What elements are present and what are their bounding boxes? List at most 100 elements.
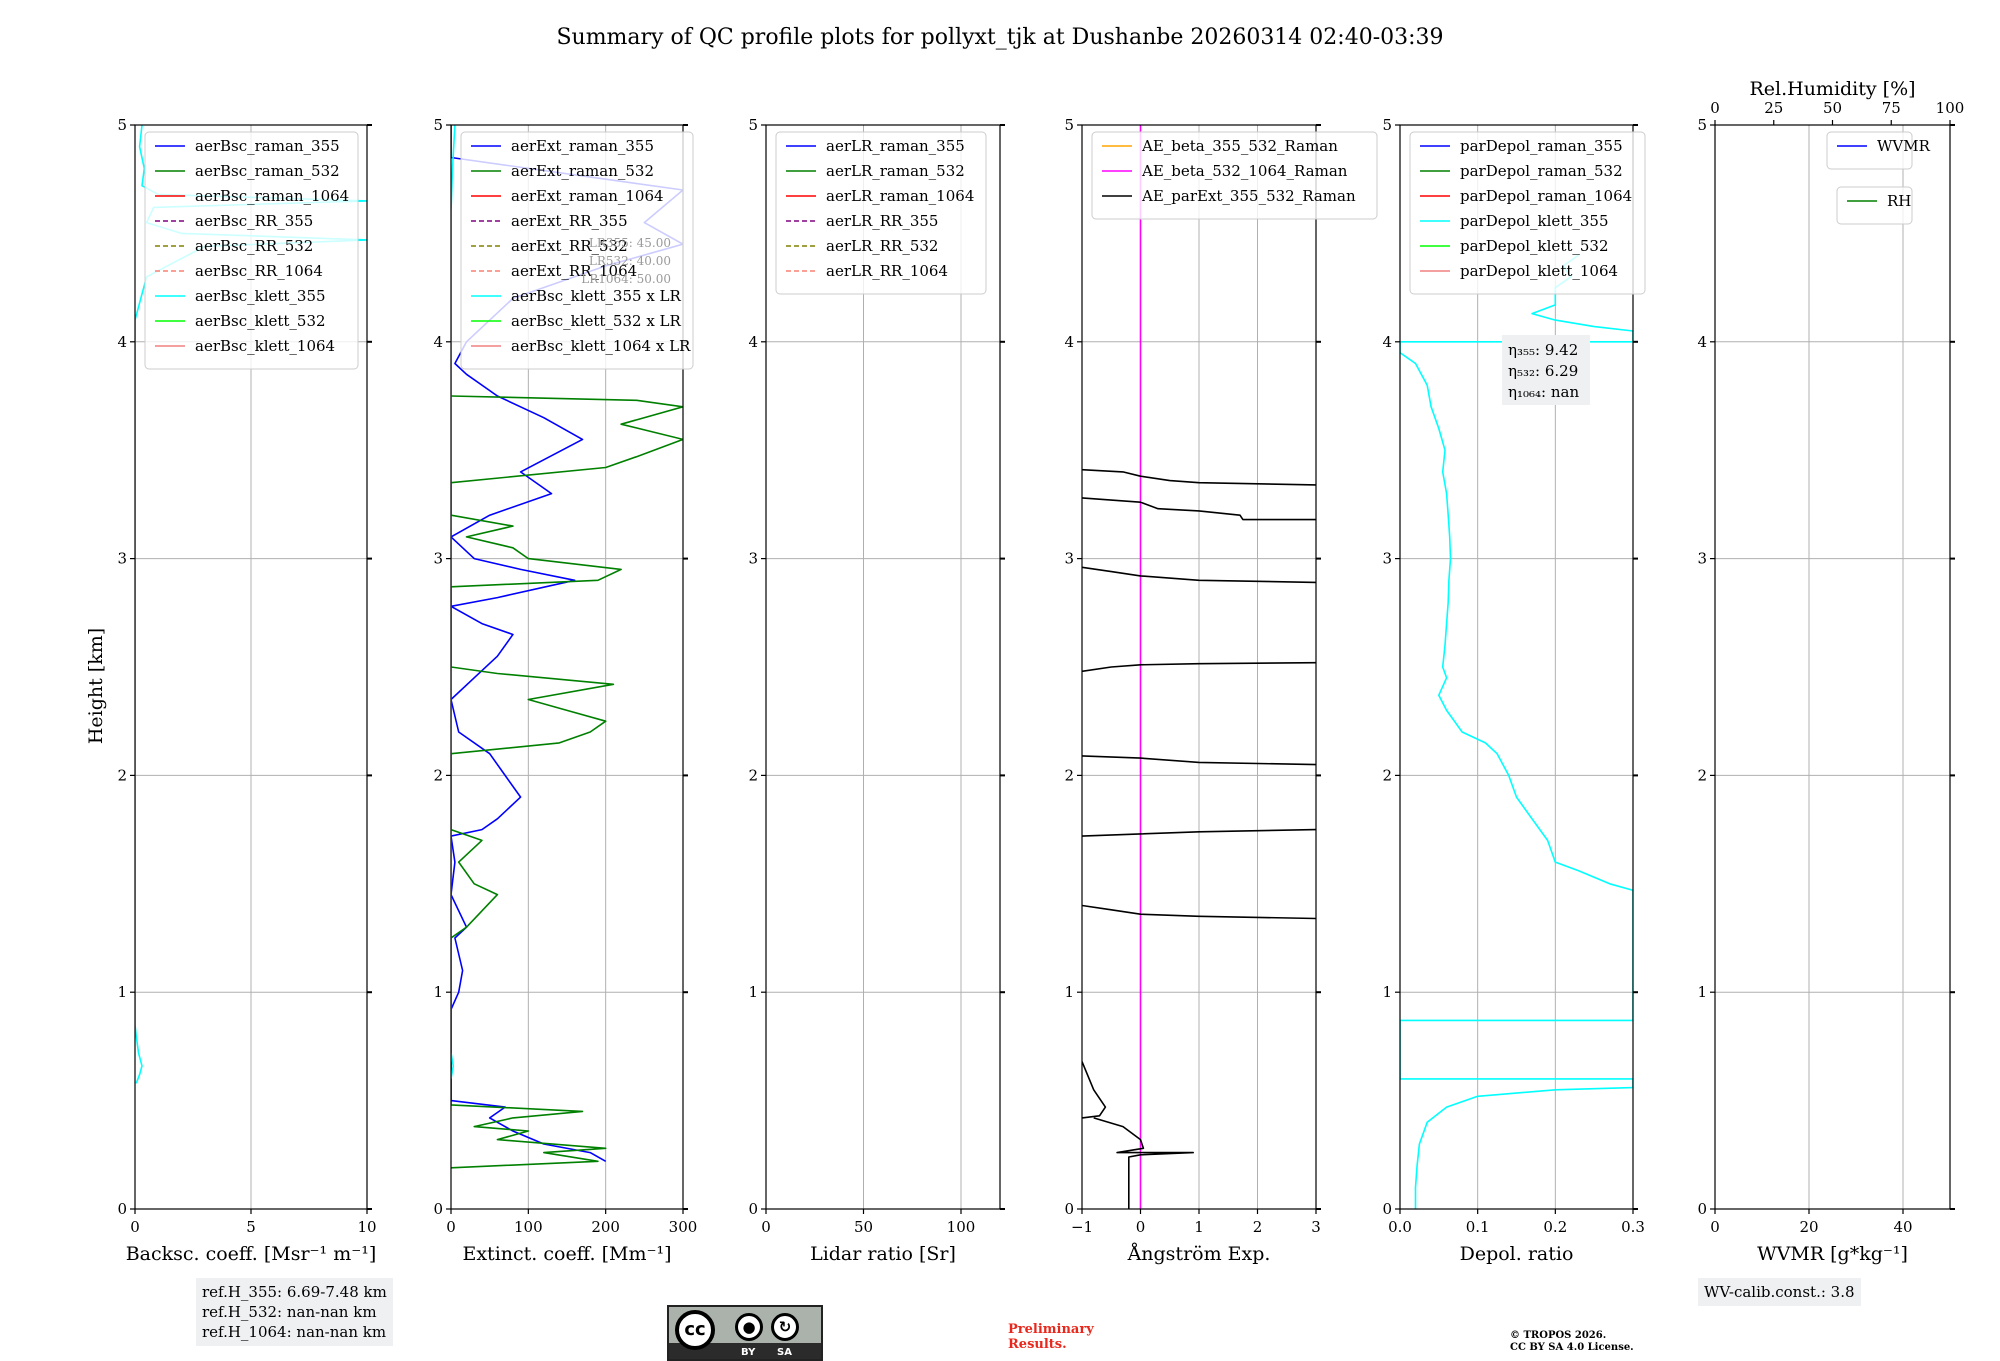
legend-dep: parDepol_raman_355 parDepol_raman_532 parD…	[1409, 131, 1646, 295]
y-tick-label: 5	[748, 116, 758, 134]
y-tick-label: 4	[748, 333, 758, 351]
attribution-person-icon: ●	[735, 1313, 763, 1341]
y-tick-label: 4	[433, 333, 443, 351]
x-tick-label: 0	[446, 1218, 456, 1236]
series-line-aerext-raman-532	[451, 395, 683, 1169]
top-x-tick-label: 0	[1710, 99, 1720, 117]
legend-label: aerLR_RR_1064	[826, 262, 948, 280]
legend-label: aerBsc_klett_355	[195, 287, 326, 305]
x-tick-label: 0	[761, 1218, 771, 1236]
y-tick-label: 0	[117, 1200, 127, 1218]
y-tick-label: 1	[1064, 983, 1074, 1001]
y-tick-label: 1	[748, 983, 758, 1001]
x-tick-label: 5	[246, 1218, 256, 1236]
legend-label: aerExt_RR_1064	[511, 262, 637, 280]
lidar-ratio-label: LR355: 45.00	[589, 236, 671, 250]
series-line-ae-parext-355-532-raman-c	[1082, 904, 1316, 920]
y-tick-label: 3	[1064, 550, 1074, 568]
legend-label: parDepol_klett_355	[1460, 212, 1609, 230]
x-axis-label: Depol. ratio	[1460, 1243, 1574, 1265]
lidar-ratio-label: LR1064: 50.00	[581, 272, 671, 286]
x-tick-label: 1	[1194, 1218, 1204, 1236]
axes-frame	[765, 124, 1001, 1210]
legend-label: aerLR_raman_1064	[826, 187, 974, 205]
wv-calibration-box: WV-calib.const.: 3.8	[1698, 1278, 1861, 1306]
legend-label: aerBsc_RR_532	[195, 237, 313, 255]
y-tick-label: 5	[1382, 116, 1392, 134]
series-line-ae-parext-355-532-raman-g	[1082, 566, 1316, 584]
y-tick-label: 2	[1697, 766, 1707, 784]
legend-label: aerLR_RR_355	[826, 212, 938, 230]
x-tick-label: 3	[1311, 1218, 1321, 1236]
x-tick-label: 100	[947, 1218, 976, 1236]
copyright-line-1: © TROPOS 2026.	[1510, 1330, 1607, 1341]
legend-label: parDepol_raman_355	[1460, 137, 1623, 155]
legend-frame	[1826, 131, 1913, 170]
legend-wv: WVMR	[1826, 131, 1931, 170]
y-tick-label: 4	[1697, 333, 1707, 351]
x-tick-label: 0.2	[1543, 1218, 1567, 1236]
series-line-pardepol-klett-355	[1400, 254, 1633, 1209]
legend-label: aerBsc_raman_532	[195, 162, 340, 180]
legend-frame	[775, 131, 987, 295]
x-tick-label: 50	[854, 1218, 873, 1236]
y-tick-label: 0	[1382, 1200, 1392, 1218]
x-axis-label: Extinct. coeff. [Mm⁻¹]	[462, 1243, 671, 1265]
series-line-ae-parext-355-532-raman-a	[1082, 1061, 1107, 1119]
legend-label: aerExt_raman_532	[511, 162, 654, 180]
x-tick-label: 2	[1253, 1218, 1263, 1236]
subplot-dep: 0 1 2 3 4 5 0.0 0.1 0.2 0.3 Depol. ratio parDepol_r…	[1382, 116, 1646, 1265]
ref-height-355: ref.H_355: 6.69-7.48 km	[202, 1283, 387, 1301]
legend-label: aerBsc_klett_532	[195, 312, 326, 330]
eta-value: η₁₀₆₄: nan	[1508, 383, 1579, 401]
subplot-ext: 0 1 2 3 4 5 0 100 200 300 Extinct. coeff. [Mm⁻¹] ae…	[433, 116, 697, 1265]
axes-frame	[1714, 124, 1951, 1210]
legend-label: parDepol_raman_532	[1460, 162, 1623, 180]
legend-frame	[1091, 131, 1378, 220]
y-tick-label: 2	[1064, 766, 1074, 784]
series-line-ae-parext-355-532-raman-d	[1082, 828, 1316, 837]
y-tick-label: 4	[1064, 333, 1074, 351]
preliminary-results-note: Preliminary Results.	[1008, 1322, 1094, 1352]
legend-label: parDepol_klett_1064	[1460, 262, 1618, 280]
cc-sa-label: SA	[777, 1347, 792, 1358]
x-tick-label: −1	[1071, 1218, 1093, 1236]
eta-box: η₃₅₅: 9.42 η₅₃₂: 6.29 η₁₀₆₄: nan	[1502, 335, 1590, 405]
x-tick-label: 0.1	[1466, 1218, 1490, 1236]
top-x-tick-label: 50	[1823, 99, 1842, 117]
series-line-ae-parext-355-532-raman-e	[1082, 755, 1316, 766]
legend-frame	[1409, 131, 1646, 295]
legend-ae: AE_beta_355_532_Raman AE_beta_532_1064_Ra…	[1091, 131, 1378, 220]
legend-frame	[460, 131, 694, 370]
axes-frame	[450, 124, 684, 1210]
y-tick-label: 1	[117, 983, 127, 1001]
y-tick-label: 4	[117, 333, 127, 351]
y-tick-label: 4	[1382, 333, 1392, 351]
wv-calibration-constant: WV-calib.const.: 3.8	[1704, 1283, 1855, 1301]
copyright-note: © TROPOS 2026. CC BY SA 4.0 License.	[1510, 1330, 1634, 1354]
top-x-tick-label: 100	[1936, 99, 1965, 117]
legend-frame	[1836, 186, 1913, 225]
eta-box-bg	[1502, 335, 1590, 405]
x-axis-label: Lidar ratio [Sr]	[810, 1243, 956, 1265]
x-tick-label: 10	[357, 1218, 376, 1236]
preliminary-line-1: Preliminary	[1008, 1322, 1094, 1337]
legend-label: RH	[1887, 192, 1911, 210]
top-x-tick-label: 75	[1882, 99, 1901, 117]
reference-height-box: ref.H_355: 6.69-7.48 km ref.H_532: nan-n…	[196, 1278, 393, 1346]
legend-label: parDepol_raman_1064	[1460, 187, 1632, 205]
series-line-ae-parext-355-532-raman-f	[1082, 661, 1316, 673]
cc-logo-icon: cc	[675, 1310, 715, 1350]
subplot-bsc: 0 1 2 3 4 5 0 5 10 Backsc. coeff. [Msr⁻¹ m⁻¹] aerB…	[117, 116, 376, 1265]
x-tick-label: 0	[130, 1218, 140, 1236]
x-tick-label: 100	[514, 1218, 543, 1236]
series-group-dep	[1400, 254, 1633, 1209]
legend-label: aerBsc_RR_1064	[195, 262, 323, 280]
series-line-aerbsc-klett-355-x-lr	[451, 125, 456, 1080]
eta-value: η₃₅₅: 9.42	[1508, 341, 1578, 359]
y-tick-label: 5	[1064, 116, 1074, 134]
legend-label: AE_beta_532_1064_Raman	[1141, 162, 1348, 180]
